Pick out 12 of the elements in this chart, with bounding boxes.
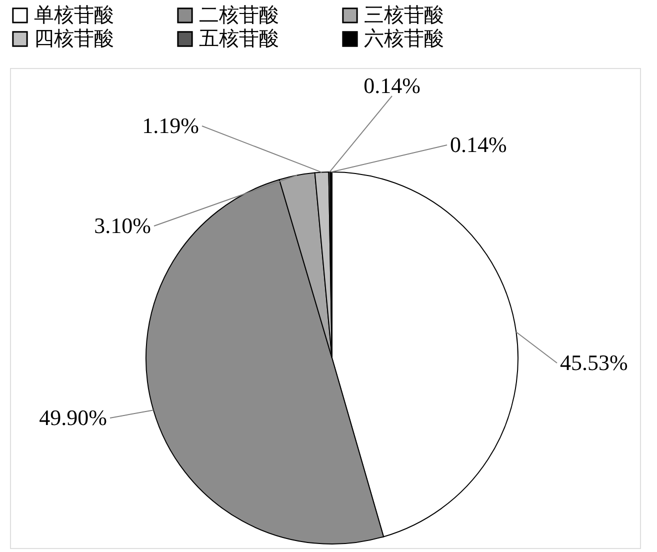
legend-label: 二核苷酸 xyxy=(199,4,279,26)
data-label: 0.14% xyxy=(364,73,420,98)
data-label: 45.53% xyxy=(560,350,628,375)
data-label: 1.19% xyxy=(142,113,199,138)
legend-label: 四核苷酸 xyxy=(34,28,114,50)
data-label: 0.14% xyxy=(450,132,507,157)
legend-label: 六核苷酸 xyxy=(364,28,444,50)
data-label: 49.90% xyxy=(39,405,107,430)
legend-label: 单核苷酸 xyxy=(34,4,114,26)
legend-label: 五核苷酸 xyxy=(199,28,279,50)
data-label: 3.10% xyxy=(94,213,151,238)
legend-label: 三核苷酸 xyxy=(364,4,444,26)
